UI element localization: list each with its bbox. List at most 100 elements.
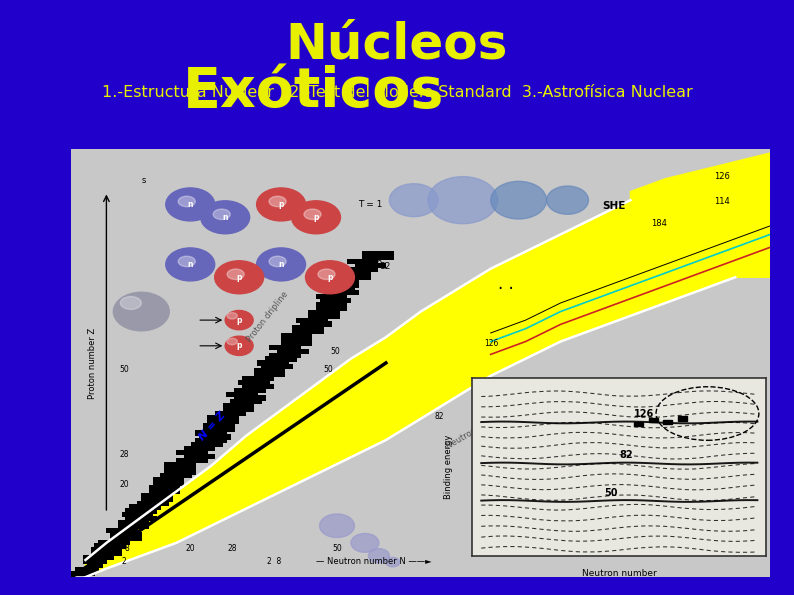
Bar [281,333,289,339]
Bar [257,387,266,393]
Bar [362,263,371,268]
Ellipse shape [428,177,498,224]
Bar [214,411,223,416]
Text: p: p [237,342,242,350]
Bar [83,555,91,560]
Bar [129,512,138,518]
Bar [110,536,118,541]
Bar [354,275,363,280]
Bar [249,396,258,400]
Bar [156,497,165,502]
Bar [168,481,176,486]
Bar [343,283,351,287]
Bar [323,294,332,299]
Text: 28: 28 [227,544,237,553]
Bar [195,439,204,443]
Bar [118,520,126,525]
Bar [316,325,324,330]
Bar [296,318,305,322]
Text: 2  8: 2 8 [267,558,281,566]
Bar [91,567,99,572]
Bar [137,512,145,518]
Text: Proton number Z: Proton number Z [88,327,97,399]
Bar [218,427,227,432]
Bar [191,446,200,451]
Bar [339,294,348,299]
Bar [339,302,348,307]
Bar [87,571,95,576]
Bar [300,349,309,354]
Ellipse shape [225,311,253,330]
Ellipse shape [291,201,341,234]
Bar [183,450,192,455]
Bar [114,551,122,556]
Bar [114,547,122,553]
Bar [125,524,134,529]
Ellipse shape [201,201,249,234]
Bar [339,306,348,311]
Bar [160,477,169,483]
Ellipse shape [166,188,214,221]
Bar [176,450,184,455]
Bar [261,368,270,373]
Ellipse shape [256,188,306,221]
Bar [168,477,176,483]
Text: 184: 184 [651,219,667,228]
Bar [141,520,149,525]
Bar [195,430,204,436]
Bar [83,567,91,572]
Text: 50: 50 [119,365,129,374]
Bar [118,532,126,537]
Bar [312,318,320,322]
Bar [362,255,371,261]
Bar [230,415,239,420]
Bar [207,419,215,424]
Bar [164,469,173,475]
Bar [211,430,219,436]
Bar [218,439,227,443]
Bar [347,267,355,272]
Ellipse shape [227,312,237,319]
Text: n: n [187,260,193,269]
Bar [102,543,110,549]
Bar [308,325,316,330]
Bar [183,458,192,463]
Text: Proton dripline: Proton dripline [245,289,290,343]
Bar [316,294,324,299]
Bar [253,399,262,405]
Bar [234,396,243,400]
Bar [339,286,348,292]
Bar [160,473,169,478]
Ellipse shape [496,478,514,488]
Bar [327,298,336,303]
Bar [386,255,394,261]
Bar [292,329,301,334]
Bar [261,364,270,369]
Bar [242,376,250,381]
Bar [152,477,161,483]
Ellipse shape [318,269,335,280]
Bar [296,333,305,339]
Bar [257,396,266,400]
Bar [277,368,285,373]
Bar [351,283,359,287]
Bar [106,547,114,553]
Bar [164,465,173,471]
Text: N = Z: N = Z [197,410,228,442]
Bar [164,485,173,490]
Bar [261,372,270,377]
Bar [91,547,99,553]
Bar [634,421,643,426]
Bar [172,465,180,471]
Ellipse shape [389,184,438,217]
Bar [218,422,227,428]
Ellipse shape [213,209,230,220]
Bar [164,493,173,498]
Bar [316,314,324,319]
Bar [106,528,114,533]
Bar [187,465,196,471]
Text: 50: 50 [330,347,340,356]
Text: SHE: SHE [603,201,626,211]
Bar [354,271,363,276]
Ellipse shape [304,209,321,220]
